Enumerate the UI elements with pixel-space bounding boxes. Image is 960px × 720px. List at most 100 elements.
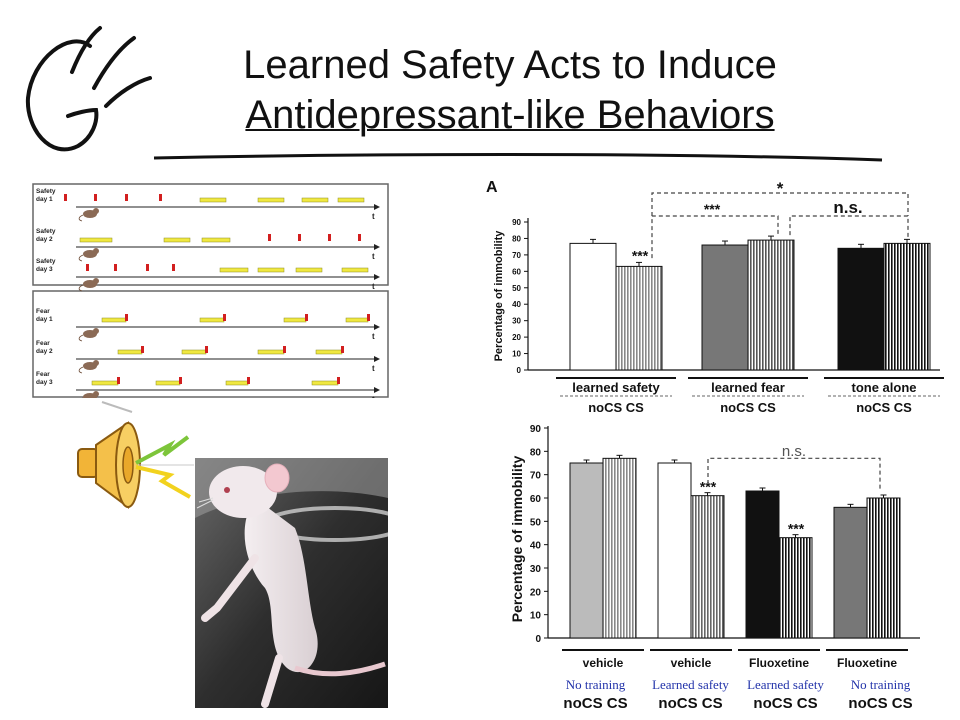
mouse-tail <box>78 254 84 262</box>
y-tick-label: 10 <box>512 350 521 359</box>
y-tick-label: 90 <box>530 424 542 435</box>
mouse-photo <box>195 458 388 708</box>
mouse-head <box>93 391 99 397</box>
y-tick-label: 40 <box>530 541 542 552</box>
bar <box>833 506 868 639</box>
condition-label: No training <box>565 677 626 692</box>
y-tick-label: 60 <box>530 494 542 505</box>
bar <box>778 537 813 639</box>
bar <box>701 244 749 371</box>
protocol-diagram: Safety day 1 t Safety day 2 t Safety day 3 t Fear… <box>32 183 389 398</box>
group-label: learned safety <box>572 380 660 395</box>
y-axis-label: Percentage of immobility <box>509 456 525 623</box>
shock-mark <box>172 264 175 271</box>
axis-arrow <box>374 274 380 280</box>
shock-mark <box>141 346 144 353</box>
y-tick-label: 70 <box>512 251 521 260</box>
y-tick-label: 50 <box>512 284 521 293</box>
axis-arrow <box>374 356 380 362</box>
shock-mark <box>283 346 286 353</box>
comparison-bracket <box>651 215 779 259</box>
shock-mark <box>367 314 370 321</box>
mouse-icon <box>78 360 99 374</box>
shock-mark <box>205 346 208 353</box>
mouse-icon <box>78 248 99 262</box>
mouse-icon <box>78 278 99 292</box>
chart-b: Percentage of immobility 0 10 20 30 40 50 60 70 8… <box>509 424 920 670</box>
shock-mark <box>114 264 117 271</box>
significance-label: * <box>777 179 784 198</box>
shock-mark <box>341 346 344 353</box>
tone-bar <box>117 349 143 355</box>
condition-label: Learned safety <box>747 677 824 692</box>
title-line-1: Learned Safety Acts to Induce <box>243 43 777 87</box>
mouse-icon <box>78 328 99 342</box>
group-label: learned fear <box>711 380 785 395</box>
y-tick-label: 90 <box>512 218 521 227</box>
bar <box>602 457 637 639</box>
tone-bar <box>163 237 191 243</box>
protocol-day-label: Fear day 1 <box>36 308 53 323</box>
significance-label: *** <box>704 201 721 217</box>
significance-label: *** <box>788 521 805 537</box>
shock-mark <box>125 314 128 321</box>
group-label: vehicle <box>671 656 712 670</box>
tone-bar <box>345 317 369 323</box>
shock-mark <box>146 264 149 271</box>
tone-bar <box>219 267 249 273</box>
shock-mark <box>117 377 120 384</box>
axis-arrow <box>374 387 380 393</box>
time-axis-label: t <box>372 252 375 261</box>
mouse-head <box>93 248 99 254</box>
shock-mark <box>86 264 89 271</box>
time-axis-label: t <box>372 282 375 291</box>
time-axis-label: t <box>372 212 375 221</box>
logo-icon <box>25 26 152 152</box>
mouse-tail <box>78 366 84 374</box>
tone-bar <box>101 317 127 323</box>
axis-arrow <box>374 324 380 330</box>
sub-label: noCS CS <box>588 400 644 415</box>
significance-label: n.s. <box>782 443 806 460</box>
y-tick-label: 60 <box>512 267 521 276</box>
time-axis-label: t <box>372 364 375 373</box>
shock-mark <box>247 377 250 384</box>
nocs-cs-labels: noCS CS noCS CS noCS CS noCS CS <box>548 695 928 712</box>
y-tick-label: 20 <box>530 587 542 598</box>
mouse-tail <box>78 284 84 292</box>
sub-label: noCS CS <box>856 400 912 415</box>
panel-label: A <box>486 179 498 196</box>
bar <box>690 495 725 639</box>
bar <box>745 490 780 639</box>
tone-bar <box>199 317 225 323</box>
significance-label: n.s. <box>833 198 862 217</box>
bar <box>837 247 885 371</box>
y-tick-label: 50 <box>530 517 542 528</box>
mouse-head <box>93 360 99 366</box>
tone-bar <box>301 197 329 203</box>
tone-bar <box>341 267 369 273</box>
mouse-icon <box>78 208 99 222</box>
tone-bar <box>225 380 249 386</box>
y-tick-label: 10 <box>530 611 542 622</box>
mouse-tail <box>78 214 84 222</box>
sub-label: noCS CS <box>563 695 628 712</box>
tone-bar <box>295 267 323 273</box>
mouse-icon <box>82 391 99 398</box>
sub-label: noCS CS <box>753 695 818 712</box>
y-tick-label: 70 <box>530 471 542 482</box>
tone-bar <box>79 237 113 243</box>
time-axis-label: t <box>372 332 375 341</box>
comparison-bracket <box>651 192 909 216</box>
shock-mark <box>337 377 340 384</box>
sub-label: noCS CS <box>720 400 776 415</box>
y-axis-label: Percentage of immobility <box>493 230 505 362</box>
shock-mark <box>179 377 182 384</box>
tone-bar <box>199 197 227 203</box>
slide-title: Learned Safety Acts to Induce Antidepres… <box>150 40 870 140</box>
bar <box>747 239 795 371</box>
shock-mark <box>125 194 128 201</box>
axis-arrow <box>374 244 380 250</box>
tone-bar <box>257 197 285 203</box>
y-tick-label: 80 <box>530 447 542 458</box>
